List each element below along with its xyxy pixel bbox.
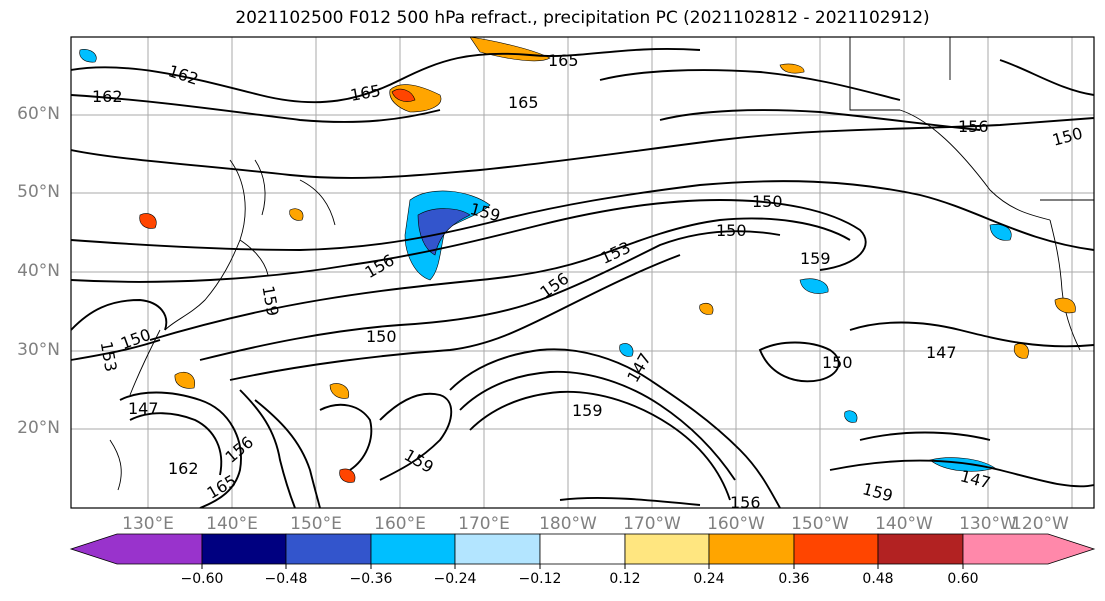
lon-label: 170°E [458,514,510,534]
contour-label: 150 [822,353,853,372]
map-title: 2021102500 F012 500 hPa refract., precip… [235,8,930,28]
colorbar-segment [708,533,795,565]
contour-label: 150 [366,327,397,346]
contour-label: 150 [752,192,783,211]
coastlines [109,37,1094,491]
lon-label: 140°E [206,514,258,534]
lon-label: 160°E [374,514,426,534]
colorbar-label: 0.12 [609,571,641,587]
lon-label: 130°E [122,514,174,534]
colorbar-segment [454,533,541,565]
lon-label: 150°E [290,514,342,534]
colorbar-label: −0.12 [518,571,562,587]
colorbar-label: 0.60 [947,571,979,587]
precip-shading [79,37,1076,483]
contour-label: 159 [572,401,603,420]
contour-label: 156 [730,493,761,512]
contour-label: 165 [508,93,539,112]
colorbar-segment [962,533,1096,565]
contours [71,48,1094,508]
lon-label: 140°W [875,514,933,534]
colorbar-label: 0.36 [778,571,810,587]
contour-label: 162 [92,87,123,106]
lon-label: 170°W [623,514,681,534]
colorbar-segment [69,533,203,565]
lat-label: 60°N [17,104,60,124]
contour-label: 162 [168,459,199,478]
lon-label: 180°W [539,514,597,534]
colorbar-segment [877,533,964,565]
colorbar-segment [201,533,287,565]
colorbar-label: −0.24 [433,571,477,587]
colorbar-label: 0.24 [693,571,725,587]
lat-label: 40°N [17,261,60,281]
lon-label: 120°W [1011,514,1069,534]
colorbar-segment [793,533,879,565]
lon-label: 160°W [707,514,765,534]
contour-label: 147 [128,399,159,418]
colorbar-label: 0.48 [862,571,894,587]
contour-label: 147 [926,343,957,362]
map-frame [70,36,1095,509]
colorbar-label: −0.48 [264,571,308,587]
colorbar-label: −0.60 [180,571,224,587]
lat-label: 50°N [17,182,60,202]
lat-label: 30°N [17,340,60,360]
colorbar-ticks [201,564,964,569]
lon-label: 150°W [791,514,849,534]
contour-label: 165 [548,51,579,70]
contour-label: 150 [716,221,747,240]
lon-label: 130°W [959,514,1017,534]
colorbar [69,533,1096,565]
colorbar-segment [285,533,372,565]
lat-label: 20°N [17,418,60,438]
contour-label: 159 [800,249,831,268]
colorbar-label: −0.36 [349,571,393,587]
contour-label: 156 [958,117,989,136]
colorbar-segment [624,533,710,565]
gridlines [71,37,1094,508]
colorbar-segment [370,533,456,565]
colorbar-segment [539,533,626,565]
